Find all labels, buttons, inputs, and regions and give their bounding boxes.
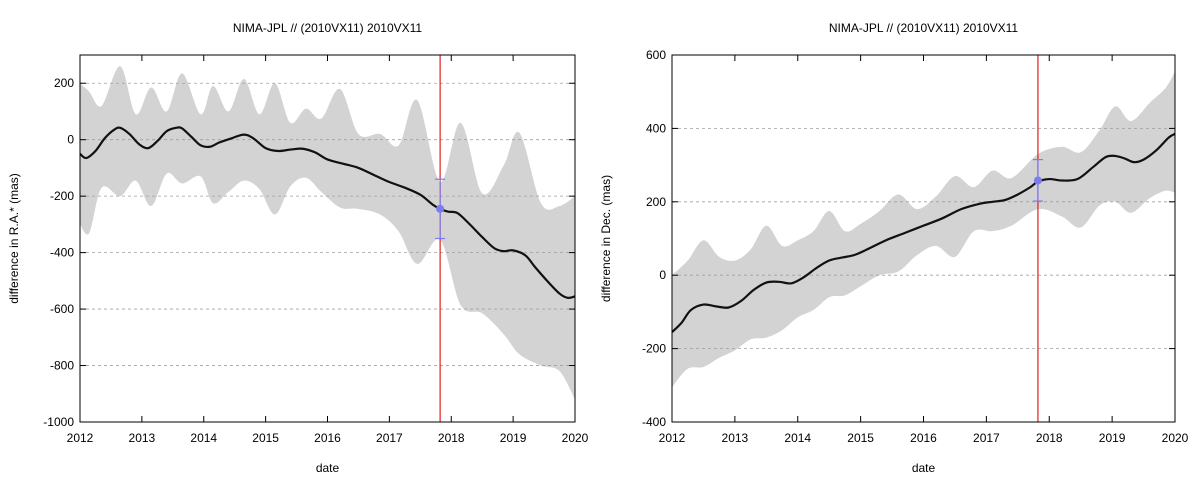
x-tick-label: 2017 [376,431,403,445]
chart-1: -1000 -800 -600 -400 -200 0 200 2012 2013 2014 201… [7,21,589,475]
x-tick-label: 2016 [314,431,341,445]
x-tick-label: 2013 [129,431,156,445]
y-tick-label: -800 [50,359,74,373]
y-tick-label: -200 [642,342,666,356]
series-line [80,126,575,299]
x-tick-label: 2018 [438,431,465,445]
y-tick-label: -200 [50,189,74,203]
y-tick-label: 0 [659,268,666,282]
y-tick-label: -400 [642,415,666,429]
observation-point [436,204,445,213]
x-tick-label: 2018 [1036,431,1063,445]
x-tick-label: 2014 [190,431,217,445]
x-tick-label: 2012 [67,431,94,445]
x-tick-label: 2016 [910,431,937,445]
uncertainty-band [80,66,575,400]
x-tick-label: 2015 [847,431,874,445]
x-tick-label: 2017 [973,431,1000,445]
uncertainty-band [672,71,1175,388]
y-tick-label: -600 [50,302,74,316]
y-tick-label: 0 [67,133,74,147]
y-tick-label: -1000 [43,415,74,429]
x-tick-label: 2012 [659,431,686,445]
y-axis-label: difference in Dec. (mas) [599,175,613,302]
y-tick-label: 600 [646,48,666,62]
observation-point [1033,176,1042,185]
x-axis-label: date [316,461,340,475]
series-line [672,132,1175,333]
chart-title: NIMA-JPL // (2010VX11) 2010VX11 [233,21,423,35]
x-tick-label: 2020 [1162,431,1189,445]
x-tick-label: 2015 [252,431,279,445]
y-tick-label: 200 [54,76,74,90]
y-tick-label: 200 [646,195,666,209]
x-tick-label: 2020 [562,431,589,445]
x-tick-label: 2013 [722,431,749,445]
chart-2: -400 -200 0 200 400 600 2012 2013 2014 2015 2016 20… [599,21,1189,475]
x-axis-label: date [912,461,936,475]
chart-title: NIMA-JPL // (2010VX11) 2010VX11 [829,21,1019,35]
y-axis-label: difference in R.A.* (mas) [7,173,21,304]
x-tick-label: 2014 [784,431,811,445]
x-tick-label: 2019 [1099,431,1126,445]
x-tick-label: 2019 [500,431,527,445]
y-tick-label: 400 [646,121,666,135]
y-tick-label: -400 [50,246,74,260]
